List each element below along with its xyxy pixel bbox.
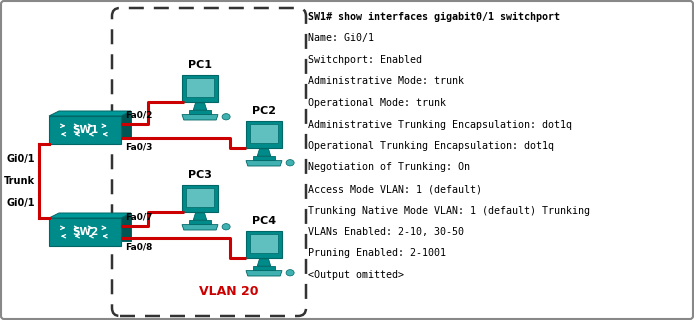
Text: SW1: SW1 — [72, 125, 98, 135]
Polygon shape — [189, 220, 211, 224]
Ellipse shape — [222, 224, 230, 230]
Polygon shape — [257, 149, 271, 156]
Text: Negotiation of Trunking: On: Negotiation of Trunking: On — [308, 163, 470, 172]
Text: <Output omitted>: <Output omitted> — [308, 270, 404, 280]
Text: Name: Gi0/1: Name: Gi0/1 — [308, 34, 374, 44]
Polygon shape — [246, 271, 282, 276]
Text: PC3: PC3 — [188, 171, 212, 180]
Polygon shape — [182, 75, 218, 102]
Text: Operational Trunking Encapsulation: dot1q: Operational Trunking Encapsulation: dot1… — [308, 141, 554, 151]
Text: Switchport: Enabled: Switchport: Enabled — [308, 55, 422, 65]
Polygon shape — [193, 213, 207, 220]
FancyBboxPatch shape — [112, 8, 306, 316]
Text: Access Mode VLAN: 1 (default): Access Mode VLAN: 1 (default) — [308, 184, 482, 194]
Polygon shape — [246, 121, 282, 148]
Text: Fa0/3: Fa0/3 — [125, 142, 153, 151]
Text: Gi0/1: Gi0/1 — [6, 154, 35, 164]
Text: Fa0/7: Fa0/7 — [125, 213, 153, 222]
Polygon shape — [182, 225, 218, 230]
Text: Pruning Enabled: 2-1001: Pruning Enabled: 2-1001 — [308, 249, 446, 259]
Text: Trunking Native Mode VLAN: 1 (default) Trunking: Trunking Native Mode VLAN: 1 (default) T… — [308, 205, 590, 215]
Text: Trunk: Trunk — [4, 176, 35, 186]
Text: Gi0/1: Gi0/1 — [6, 198, 35, 208]
Text: PC4: PC4 — [252, 217, 276, 227]
Text: VLANs Enabled: 2-10, 30-50: VLANs Enabled: 2-10, 30-50 — [308, 227, 464, 237]
Text: PC2: PC2 — [252, 107, 276, 116]
Polygon shape — [59, 213, 131, 241]
Text: Administrative Trunking Encapsulation: dot1q: Administrative Trunking Encapsulation: d… — [308, 119, 572, 130]
Ellipse shape — [286, 270, 294, 276]
Polygon shape — [189, 110, 211, 114]
Polygon shape — [49, 116, 121, 144]
Polygon shape — [49, 213, 131, 218]
Text: Administrative Mode: trunk: Administrative Mode: trunk — [308, 76, 464, 86]
Polygon shape — [182, 115, 218, 120]
Polygon shape — [186, 78, 214, 97]
Text: PC1: PC1 — [188, 60, 212, 70]
Polygon shape — [253, 156, 275, 160]
Ellipse shape — [222, 114, 230, 120]
Text: Operational Mode: trunk: Operational Mode: trunk — [308, 98, 446, 108]
Polygon shape — [49, 111, 131, 116]
Text: Fa0/8: Fa0/8 — [125, 242, 153, 251]
Polygon shape — [59, 111, 131, 139]
Polygon shape — [246, 161, 282, 166]
Ellipse shape — [286, 160, 294, 166]
Polygon shape — [250, 124, 278, 143]
Polygon shape — [253, 266, 275, 270]
Text: VLAN 20: VLAN 20 — [199, 285, 259, 298]
Polygon shape — [182, 185, 218, 212]
Text: SW2: SW2 — [72, 227, 98, 237]
Polygon shape — [250, 234, 278, 252]
Polygon shape — [246, 231, 282, 258]
Text: SW1# show interfaces gigabit0/1 switchport: SW1# show interfaces gigabit0/1 switchpo… — [308, 12, 560, 22]
Text: Fa0/2: Fa0/2 — [125, 111, 153, 120]
Polygon shape — [257, 259, 271, 266]
Polygon shape — [186, 188, 214, 207]
Polygon shape — [193, 103, 207, 110]
Polygon shape — [49, 218, 121, 246]
